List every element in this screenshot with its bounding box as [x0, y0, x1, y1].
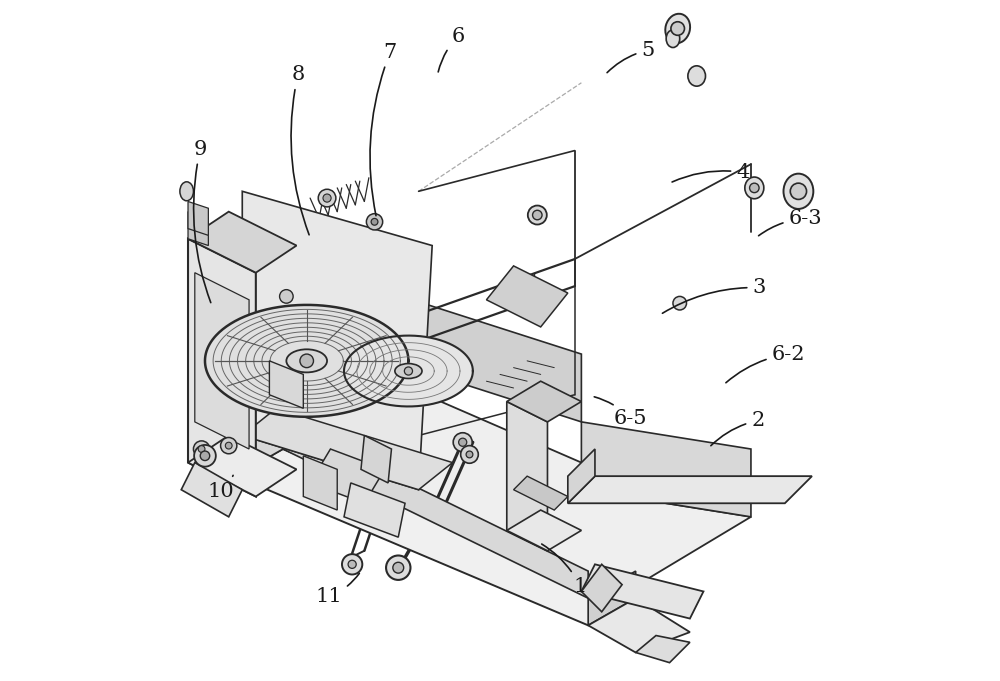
Polygon shape	[581, 565, 703, 618]
Polygon shape	[581, 422, 751, 517]
Circle shape	[386, 556, 410, 580]
Circle shape	[393, 563, 404, 573]
Circle shape	[342, 554, 362, 575]
Text: 1: 1	[542, 544, 587, 595]
Polygon shape	[235, 422, 283, 476]
Circle shape	[528, 206, 547, 225]
Text: 6: 6	[438, 27, 465, 72]
Circle shape	[225, 442, 232, 449]
Ellipse shape	[180, 182, 193, 201]
Circle shape	[198, 445, 205, 452]
Polygon shape	[222, 239, 581, 422]
Circle shape	[671, 22, 684, 35]
Polygon shape	[205, 305, 408, 417]
Text: 4: 4	[672, 163, 749, 182]
Ellipse shape	[286, 349, 327, 373]
Ellipse shape	[783, 174, 813, 209]
Circle shape	[200, 451, 210, 460]
Polygon shape	[188, 212, 297, 272]
Polygon shape	[188, 202, 208, 236]
Polygon shape	[581, 565, 622, 612]
Circle shape	[194, 445, 216, 466]
Polygon shape	[588, 598, 690, 652]
Circle shape	[459, 438, 467, 446]
Text: 8: 8	[291, 65, 309, 235]
Text: 7: 7	[370, 43, 397, 216]
Circle shape	[461, 445, 478, 463]
Circle shape	[280, 289, 293, 303]
Circle shape	[318, 189, 336, 207]
Circle shape	[300, 354, 313, 368]
Text: 11: 11	[316, 573, 359, 606]
Ellipse shape	[745, 177, 764, 199]
Polygon shape	[568, 449, 595, 503]
Polygon shape	[507, 402, 547, 551]
Text: 2: 2	[711, 411, 764, 445]
Text: 5: 5	[607, 41, 654, 73]
Polygon shape	[235, 449, 636, 625]
Circle shape	[790, 183, 807, 200]
Polygon shape	[344, 336, 473, 407]
Polygon shape	[195, 272, 249, 449]
Ellipse shape	[688, 66, 706, 86]
Ellipse shape	[665, 14, 690, 44]
Circle shape	[323, 194, 331, 202]
Polygon shape	[188, 212, 208, 246]
Circle shape	[348, 560, 356, 569]
Polygon shape	[283, 422, 588, 598]
Polygon shape	[222, 306, 751, 618]
Polygon shape	[303, 456, 337, 510]
Text: 10: 10	[207, 475, 234, 501]
Polygon shape	[507, 381, 581, 422]
Ellipse shape	[395, 364, 422, 379]
Polygon shape	[507, 510, 581, 551]
Polygon shape	[269, 361, 303, 409]
Polygon shape	[588, 571, 636, 625]
Circle shape	[533, 210, 542, 220]
Polygon shape	[344, 483, 405, 537]
Polygon shape	[188, 239, 256, 496]
Polygon shape	[310, 449, 385, 503]
Text: 3: 3	[662, 278, 766, 313]
Circle shape	[371, 219, 378, 225]
Polygon shape	[188, 435, 297, 496]
Circle shape	[404, 367, 413, 375]
Polygon shape	[242, 409, 453, 490]
Polygon shape	[361, 435, 391, 483]
Circle shape	[193, 441, 210, 457]
Text: 6-2: 6-2	[726, 345, 805, 383]
Circle shape	[466, 451, 473, 458]
Text: 6-5: 6-5	[594, 397, 647, 428]
Circle shape	[366, 214, 383, 230]
Polygon shape	[181, 462, 242, 517]
Circle shape	[673, 296, 687, 310]
Polygon shape	[514, 476, 568, 510]
Circle shape	[750, 183, 759, 193]
Polygon shape	[242, 191, 432, 490]
Polygon shape	[486, 266, 568, 327]
Polygon shape	[636, 635, 690, 663]
Polygon shape	[568, 476, 812, 503]
Ellipse shape	[666, 30, 680, 48]
Text: 6-3: 6-3	[759, 209, 822, 236]
Circle shape	[221, 437, 237, 454]
Circle shape	[453, 432, 472, 452]
Text: 9: 9	[194, 140, 211, 302]
